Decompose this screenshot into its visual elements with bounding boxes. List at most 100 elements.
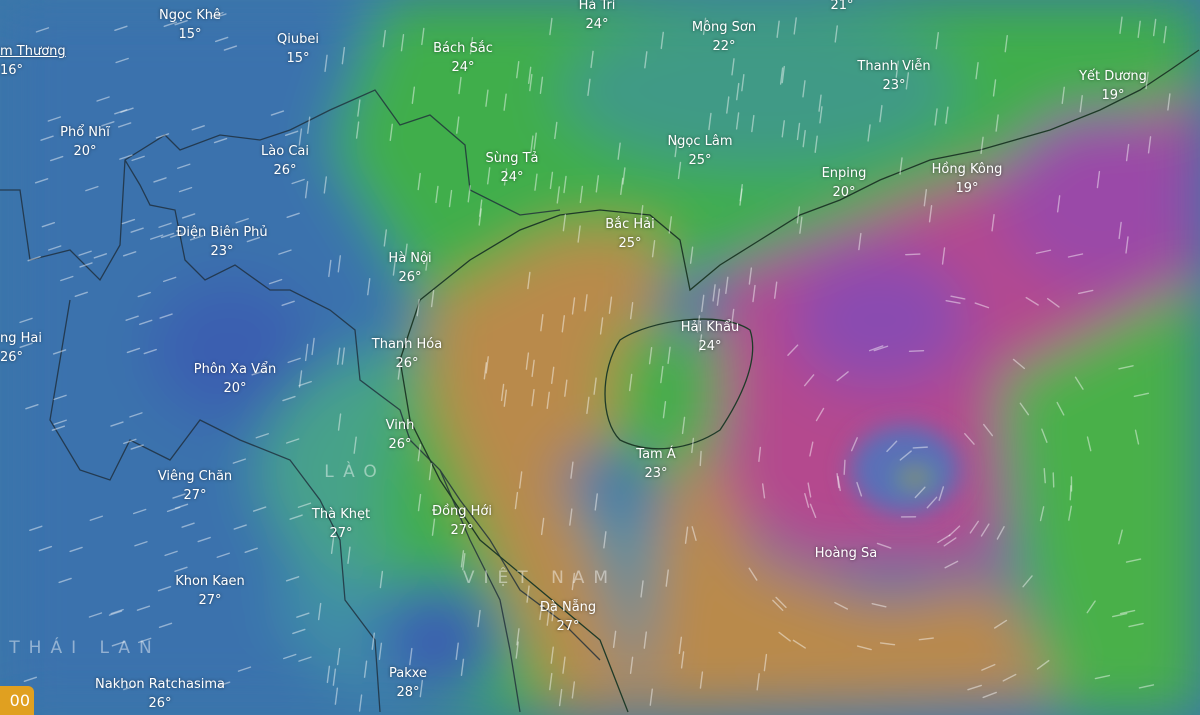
wind-particle xyxy=(698,334,703,352)
wind-particle xyxy=(503,389,508,407)
wind-particle xyxy=(120,107,134,113)
city-name: Mông Sơn xyxy=(691,20,757,35)
city-name: Đồng Hới xyxy=(432,504,492,519)
city-label[interactable]: Điện Biên Phủ 23° xyxy=(176,223,267,261)
wind-particle xyxy=(696,315,701,333)
wind-particle xyxy=(213,137,228,144)
wind-particle xyxy=(404,243,408,261)
wind-particle xyxy=(779,67,784,85)
city-label[interactable]: Hà Nội 26° xyxy=(388,249,431,287)
wind-particle xyxy=(807,482,812,498)
wind-particle xyxy=(114,25,128,31)
city-label[interactable]: Phổ Nhĩ 20° xyxy=(60,123,110,161)
wind-particle xyxy=(515,641,519,659)
city-temperature: 27° xyxy=(450,523,474,538)
timeline-badge[interactable]: 00 xyxy=(0,686,34,715)
city-label[interactable]: Pakxe 28° xyxy=(389,664,427,702)
city-label[interactable]: Hà Trì 24° xyxy=(579,0,616,34)
wind-particle xyxy=(739,188,743,206)
city-label[interactable]: Sùng Tả 24° xyxy=(485,149,538,187)
wind-particle xyxy=(1086,436,1092,452)
wind-particle xyxy=(1069,485,1072,501)
city-temperature: 20° xyxy=(73,144,97,159)
wind-particle xyxy=(662,400,667,419)
wind-particle xyxy=(689,246,694,264)
city-label[interactable]: Tam Á 23° xyxy=(636,445,675,483)
wind-particle xyxy=(174,503,189,509)
wind-particle xyxy=(964,433,975,445)
city-label[interactable]: Enping 20° xyxy=(822,164,867,202)
city-label[interactable]: Thanh Hóa 26° xyxy=(372,335,442,373)
city-label[interactable]: Lào Cai 26° xyxy=(261,142,309,180)
wind-particle xyxy=(235,218,249,224)
wind-particle xyxy=(730,308,735,327)
city-label[interactable]: Bách Sắc 24° xyxy=(433,39,493,77)
wind-particle xyxy=(716,288,721,306)
city-temperature: 27° xyxy=(556,619,580,634)
city-label[interactable]: Yết Dương 19° xyxy=(1079,67,1147,105)
wind-particle xyxy=(856,645,872,651)
wind-particle xyxy=(935,31,939,50)
wind-particle xyxy=(486,167,491,185)
wind-particle xyxy=(53,394,67,401)
wind-particle xyxy=(419,679,424,698)
city-label[interactable]: Thanh Viễn 23° xyxy=(857,57,930,95)
wind-particle xyxy=(255,433,269,439)
wind-particle xyxy=(748,567,758,581)
city-label[interactable]: Nakhon Ratchasima 26° xyxy=(95,675,225,713)
city-label[interactable]: ng Hai 26° xyxy=(0,329,42,367)
wind-particle xyxy=(51,425,66,431)
city-label[interactable]: Hồng Kông 19° xyxy=(932,160,1003,198)
wind-particle xyxy=(298,656,312,662)
wind-particle xyxy=(425,253,429,271)
city-label[interactable]: Hải Khẩu 24° xyxy=(681,318,739,356)
city-temperature: 27° xyxy=(183,488,207,503)
wind-particle xyxy=(546,608,550,626)
wind-particle xyxy=(232,458,247,464)
wind-particle xyxy=(1036,659,1050,670)
wind-particle xyxy=(132,508,147,515)
city-label[interactable]: Hoàng Sa xyxy=(815,544,878,563)
wind-particle xyxy=(27,255,41,262)
wind-particle xyxy=(678,636,683,654)
city-label[interactable]: Mông Sơn 22° xyxy=(692,18,756,56)
wind-particle xyxy=(25,404,39,410)
wind-particle xyxy=(905,253,921,256)
city-label[interactable]: Viêng Chăn 27° xyxy=(158,467,232,505)
cyclone-eye xyxy=(850,425,960,515)
city-label[interactable]: m Thương 16° xyxy=(0,42,66,80)
city-label[interactable]: Thà Khẹt 27° xyxy=(312,505,370,543)
wind-particle xyxy=(323,176,328,194)
wind-particle xyxy=(571,572,576,591)
city-label[interactable]: Phôn Xa Vẩn 20° xyxy=(194,360,277,398)
wind-particle xyxy=(1019,402,1030,416)
wind-particle xyxy=(937,534,951,544)
city-label[interactable]: Khon Kaen 27° xyxy=(175,572,245,610)
wind-particle xyxy=(19,342,33,348)
city-temperature: 26° xyxy=(398,270,422,285)
wind-particle xyxy=(1039,506,1045,522)
wind-particle xyxy=(980,523,990,537)
wind-particle xyxy=(88,612,103,618)
city-label[interactable]: Đà Nẵng 27° xyxy=(540,598,596,636)
city-label[interactable]: Vinh 26° xyxy=(386,416,415,454)
wind-particle xyxy=(1112,612,1128,618)
wind-particle xyxy=(528,66,532,85)
city-label[interactable]: Qiubei 15° xyxy=(277,30,319,68)
city-label[interactable]: Ngọc Khê 15° xyxy=(159,6,221,44)
city-temperature: 15° xyxy=(286,51,310,66)
wind-particle xyxy=(121,218,136,225)
wind-particle xyxy=(237,666,252,672)
wind-particle xyxy=(809,503,817,519)
city-label[interactable]: Bắc Hải 25° xyxy=(605,215,655,253)
city-label[interactable]: 21° xyxy=(830,0,853,15)
wind-particle xyxy=(518,471,523,489)
city-label[interactable]: Đồng Hới 27° xyxy=(432,502,492,540)
city-label[interactable]: Ngọc Lâm 25° xyxy=(667,132,732,170)
wind-particle xyxy=(967,684,982,691)
wind-particle xyxy=(58,577,72,584)
wind-particle xyxy=(530,135,534,153)
wind-particle xyxy=(251,370,265,376)
